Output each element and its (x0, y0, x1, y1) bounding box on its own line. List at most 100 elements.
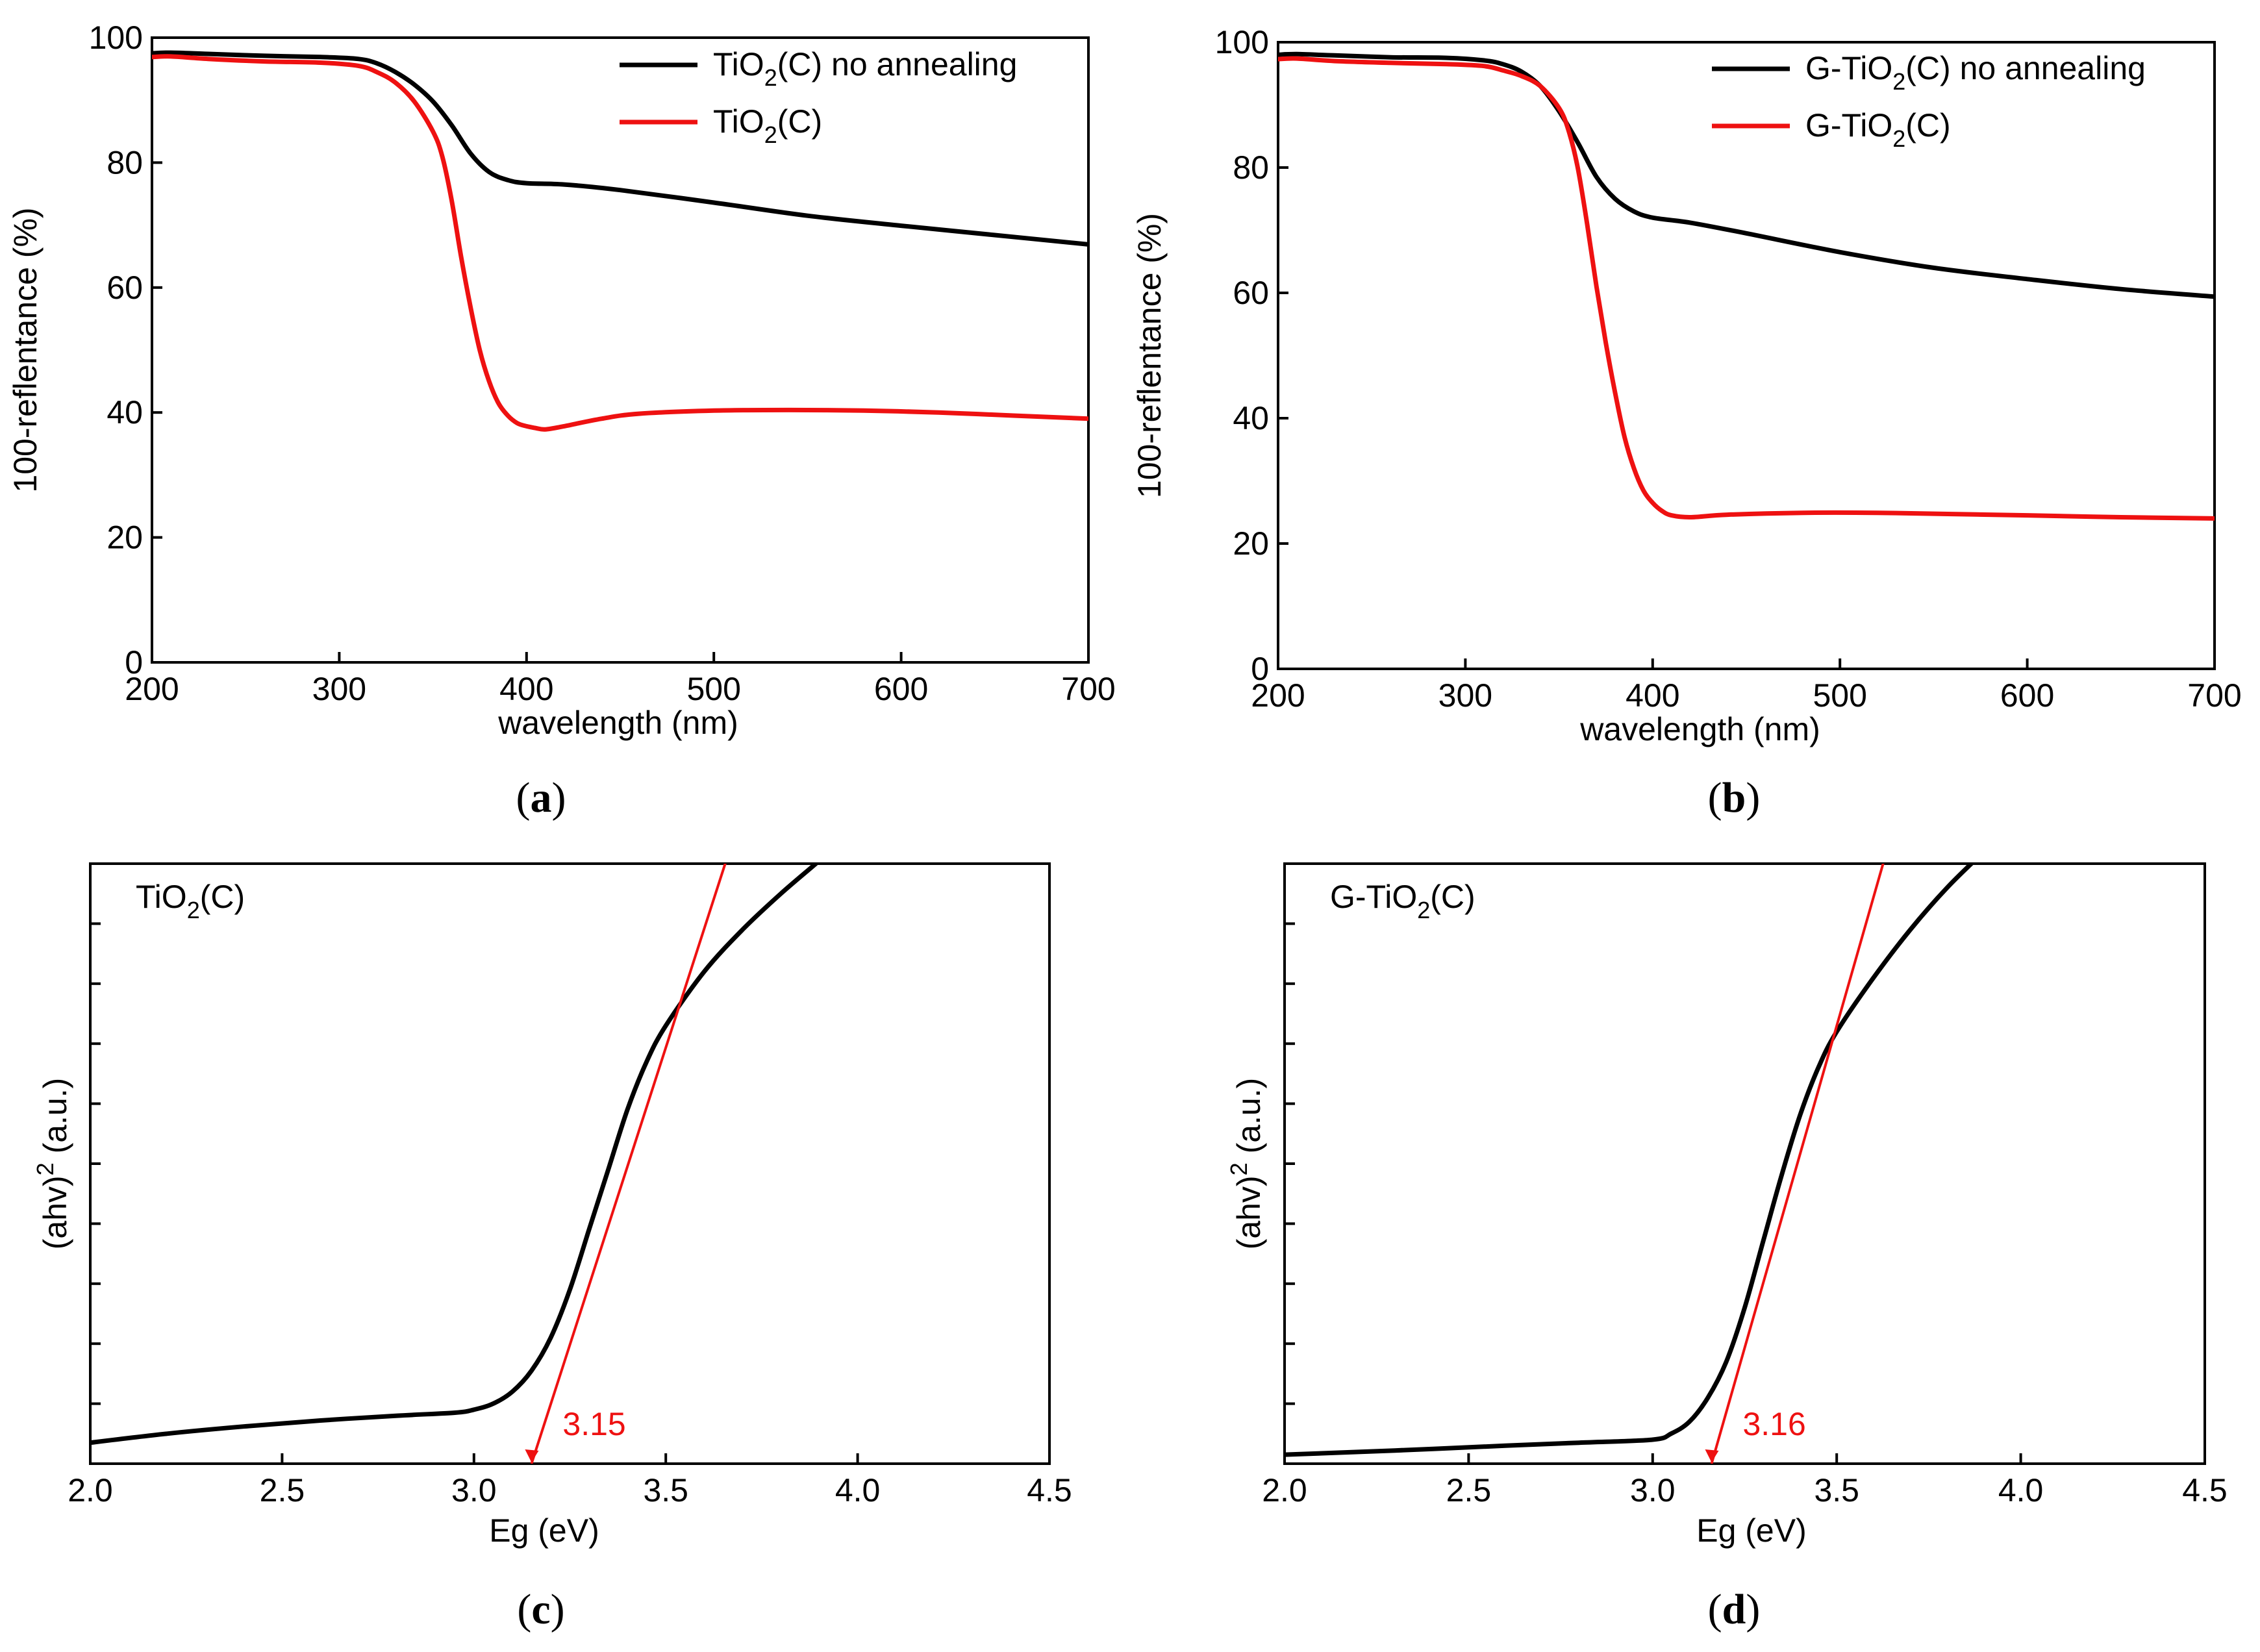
y-axis-label: 100-reflentance (%) (7, 207, 44, 492)
caption-letter: d (1722, 1586, 1746, 1633)
panel-label-sub: 2 (1417, 897, 1430, 923)
x-tick-label: 4.0 (835, 1472, 881, 1508)
series-line-1 (1278, 51, 2215, 299)
caption-open-paren: ( (517, 1586, 531, 1633)
legend-label-tail: (C) (777, 103, 822, 140)
legend-label-sub: 2 (764, 121, 777, 148)
legend-label-base: G-TiO (1805, 50, 1892, 86)
annotation-arrowhead (525, 1449, 539, 1462)
x-tick-label: 500 (686, 671, 740, 707)
caption-letter: c (531, 1586, 550, 1633)
caption-open-paren: ( (1708, 774, 1722, 821)
x-tick-label: 4.0 (1998, 1472, 2044, 1508)
y-axis-label-base: (ahv) (1231, 1175, 1267, 1249)
legend-label: TiO2(C) no annealing (713, 46, 1017, 91)
plot-frame (1277, 41, 2216, 670)
caption-close-paren: ) (1746, 774, 1760, 821)
x-axis-label: wavelength (nm) (1579, 711, 1820, 747)
x-tick-label: 300 (1438, 677, 1492, 714)
caption-open-paren: ( (516, 774, 531, 821)
legend-label-base: TiO (713, 103, 764, 140)
chart-panel-c: 2.0 2.5 3.0 3.5 4.0 4.5Eg (eV)(ahv)2 (a.u.)Ti… (32, 862, 1072, 1549)
y-axis-label-sup: 2 (1225, 1162, 1252, 1175)
panel-label-base: G-TiO (1330, 879, 1417, 915)
x-tick-label: 2.5 (260, 1472, 305, 1508)
legend-label: G-TiO2(C) (1805, 107, 1951, 152)
y-tick-label: 80 (107, 144, 143, 181)
y-tick-label: 60 (1233, 275, 1269, 311)
legend-label-sub: 2 (1892, 125, 1905, 152)
y-axis-label-base: (ahv) (37, 1175, 73, 1249)
legend-label-tail: (C) no annealing (1905, 50, 2146, 86)
y-axis-label: 100-reflentance (%) (1131, 213, 1168, 498)
panel-label-tail: (C) (200, 879, 245, 915)
legend-label-base: TiO (713, 46, 764, 82)
panel-label: TiO2(C) (136, 879, 245, 923)
plot-frame (1283, 862, 2206, 1465)
x-tick-label: 3.0 (1630, 1472, 1676, 1508)
x-tick-label: 400 (499, 671, 553, 707)
legend-label-tail: (C) no annealing (777, 46, 1018, 82)
y-axis-label-sup: 2 (32, 1162, 58, 1175)
y-tick-label: 20 (1233, 525, 1269, 562)
plot-frame (151, 36, 1090, 664)
legend-label: TiO2(C) (713, 103, 822, 148)
legend-label-tail: (C) (1905, 107, 1950, 144)
chart-panel-b: 200 300 400 500 600 700 0 20 40 60 80 100 wavelength… (1131, 24, 2242, 747)
x-tick-label: 3.0 (451, 1472, 497, 1508)
plot-frame (89, 862, 1051, 1465)
caption-letter: a (531, 774, 552, 821)
series-line-1 (152, 50, 1088, 247)
x-tick-label: 700 (2187, 677, 2241, 714)
x-tick-label: 200 (125, 671, 179, 707)
x-tick-label: 2.5 (1446, 1472, 1492, 1508)
y-tick-label: 0 (1251, 651, 1269, 687)
series-group (90, 864, 820, 1464)
x-tick-label: 3.5 (1814, 1472, 1859, 1508)
caption-open-paren: ( (1708, 1586, 1722, 1633)
y-tick-label: 60 (107, 269, 143, 306)
x-tick-label: 3.5 (643, 1472, 688, 1508)
tangent-line (530, 864, 727, 1464)
x-axis-label: wavelength (nm) (497, 705, 738, 741)
x-tick-label: 2.0 (68, 1472, 113, 1508)
caption-a: (a) (516, 774, 566, 821)
annotation-value: 3.16 (1742, 1406, 1805, 1442)
annotation-arrowhead (1705, 1449, 1719, 1462)
x-tick-label: 2.0 (1262, 1472, 1307, 1508)
caption-b: (b) (1708, 774, 1761, 821)
x-axis-label: Eg (eV) (1696, 1512, 1807, 1549)
y-tick-label: 20 (107, 519, 143, 556)
y-tick-label: 100 (1215, 24, 1269, 60)
series-group (1278, 51, 2215, 521)
tangent-line (1710, 864, 1885, 1464)
panel-label: G-TiO2(C) (1330, 879, 1475, 923)
y-axis-label-tail: (a.u.) (1231, 1078, 1267, 1163)
series-group (152, 50, 1088, 432)
figure-captions: (a) (b)(c) (d) (516, 774, 1761, 1633)
x-tick-label: 600 (874, 671, 928, 707)
y-axis-label: (ahv)2 (a.u.) (1225, 1078, 1267, 1250)
x-tick-label: 700 (1061, 671, 1115, 707)
series-group (1285, 864, 1975, 1464)
caption-c: (c) (517, 1586, 564, 1633)
legend-label-sub: 2 (1892, 68, 1905, 95)
series-line-1 (1285, 864, 1975, 1457)
caption-d: (d) (1708, 1586, 1761, 1633)
y-axis-label: (ahv)2 (a.u.) (32, 1078, 73, 1250)
x-tick-label: 500 (1813, 677, 1866, 714)
y-tick-label: 40 (107, 394, 143, 431)
y-axis-label-tail: (a.u.) (37, 1078, 73, 1163)
caption-close-paren: ) (552, 774, 566, 821)
x-tick-label: 4.5 (2182, 1472, 2228, 1508)
series-line-2 (1278, 56, 2215, 521)
panel-label-sub: 2 (187, 897, 200, 923)
annotation-value: 3.15 (562, 1406, 625, 1442)
y-tick-label: 40 (1233, 400, 1269, 436)
caption-letter: b (1722, 774, 1746, 821)
chart-panel-d: 2.0 2.5 3.0 3.5 4.0 4.5Eg (eV)(ahv)2 (a.u.)G-… (1225, 862, 2228, 1549)
chart-panel-a: 200 300 400 500 600 700 0 20 40 60 80 100 wavelength… (7, 19, 1116, 741)
caption-close-paren: ) (551, 1586, 565, 1633)
x-axis-label: Eg (eV) (489, 1512, 599, 1549)
